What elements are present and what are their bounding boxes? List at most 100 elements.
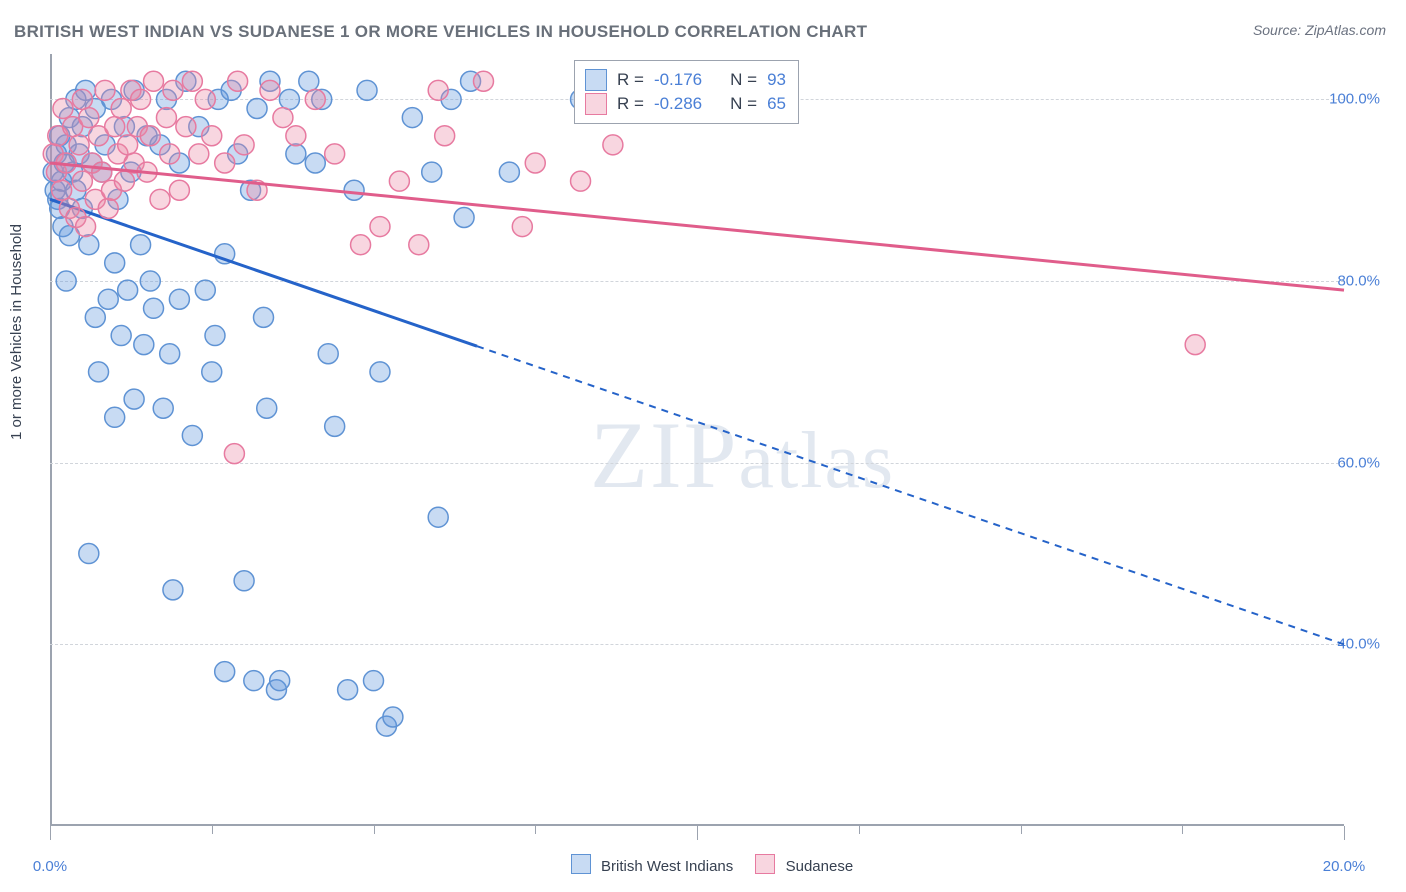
data-point [325,416,345,436]
data-point [351,235,371,255]
data-point [176,117,196,137]
data-point [160,344,180,364]
data-point [305,153,325,173]
data-point [286,144,306,164]
regression-line-extrapolated [477,346,1344,644]
data-point [140,126,160,146]
x-tick-minor [535,826,537,834]
data-point [383,707,403,727]
data-point [52,180,72,200]
data-point [338,680,358,700]
data-point [182,71,202,91]
x-tick-minor [1182,826,1184,834]
data-point [402,108,422,128]
x-tick-minor [859,826,861,834]
data-point [195,280,215,300]
data-point [499,162,519,182]
chart-title: BRITISH WEST INDIAN VS SUDANESE 1 OR MOR… [14,22,867,42]
r-label: R = [617,94,644,114]
data-point [92,162,112,182]
data-point [150,189,170,209]
data-point [189,144,209,164]
n-value: 93 [767,70,786,90]
data-point [325,144,345,164]
data-point [215,662,235,682]
data-point [105,117,125,137]
data-point [182,425,202,445]
data-point [234,135,254,155]
data-point [454,207,474,227]
data-point [202,362,222,382]
data-point [79,235,99,255]
legend-swatch [585,93,607,115]
data-point [422,162,442,182]
series-legend: British West Indians Sudanese [0,854,1406,875]
x-tick-major [50,826,52,840]
x-tick-major [1344,826,1346,840]
data-point [247,98,267,118]
data-point [118,135,138,155]
data-point [370,217,390,237]
legend-label: Sudanese [786,858,854,875]
data-point [260,80,280,100]
data-point [111,326,131,346]
data-point [153,398,173,418]
data-point [364,671,384,691]
data-point [95,80,115,100]
data-point [79,108,99,128]
source-attribution: Source: ZipAtlas.com [1253,22,1386,38]
n-value: 65 [767,94,786,114]
data-point [156,108,176,128]
data-point [389,171,409,191]
data-point [53,98,73,118]
data-point [357,80,377,100]
data-point [244,671,264,691]
data-point [69,135,89,155]
data-point [111,98,131,118]
data-point [160,144,180,164]
data-point [254,307,274,327]
r-value: -0.286 [654,94,702,114]
data-point [228,71,248,91]
data-point [603,135,623,155]
data-point [1185,335,1205,355]
data-point [98,198,118,218]
legend-row: R = -0.286 N = 65 [585,93,786,115]
data-point [257,398,277,418]
data-point [144,298,164,318]
data-point [134,335,154,355]
data-point [131,89,151,109]
data-point [571,171,591,191]
data-point [163,580,183,600]
data-point [169,289,189,309]
data-point [270,671,290,691]
data-point [318,344,338,364]
regression-line [50,163,1344,290]
data-point [140,271,160,291]
legend-swatch [755,854,775,874]
legend-label: British West Indians [601,858,733,875]
data-point [76,217,96,237]
legend-swatch [571,854,591,874]
data-point [72,89,92,109]
data-point [105,253,125,273]
data-point [273,108,293,128]
data-point [370,362,390,382]
correlation-legend: R = -0.176 N = 93 R = -0.286 N = 65 [574,60,799,124]
data-point [169,180,189,200]
data-point [305,89,325,109]
data-point [202,126,222,146]
legend-swatch [585,69,607,91]
data-point [163,80,183,100]
data-point [473,71,493,91]
data-point [105,407,125,427]
data-point [234,571,254,591]
data-point [124,389,144,409]
x-tick-minor [212,826,214,834]
n-label: N = [730,94,757,114]
data-point [72,171,92,191]
data-point [205,326,225,346]
data-point [98,289,118,309]
data-point [144,71,164,91]
x-tick-major [697,826,699,840]
